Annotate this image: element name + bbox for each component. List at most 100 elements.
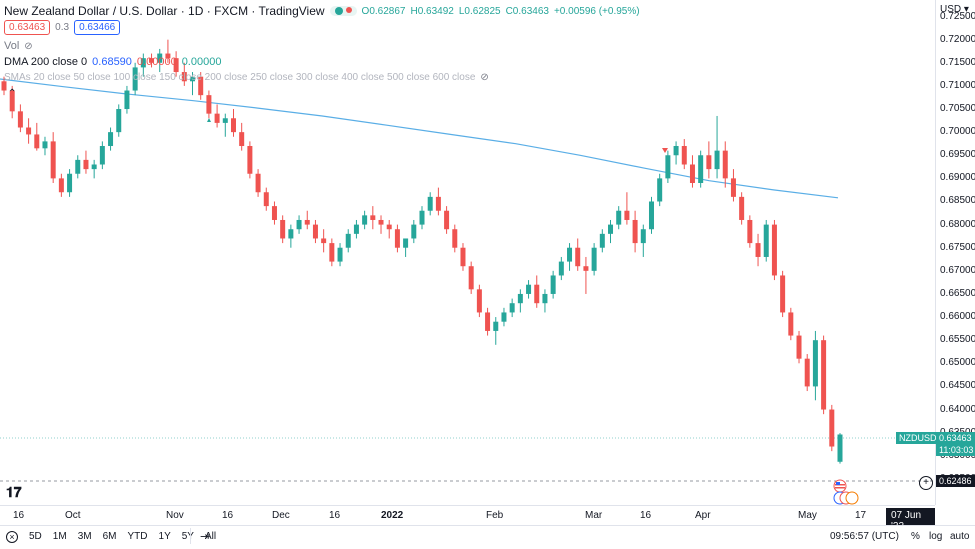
timeframe-1y-button[interactable]: 1Y [158,531,171,542]
price-tick: 0.66000 [940,311,975,323]
collapse-legend-chevron-icon[interactable]: ⌃ [8,88,17,99]
time-tick: 16 [222,510,234,521]
candle-body [780,275,786,313]
candle-body [796,335,802,359]
timeframe-6m-button[interactable]: 6M [102,531,117,542]
currency-selector[interactable]: USD ▾ [940,4,969,15]
symbol-title[interactable]: New Zealand Dollar / U.S. Dollar · 1D · … [4,4,325,18]
candle-body [460,247,466,267]
candle-body [42,141,48,149]
candle-body [435,196,441,211]
buy-button[interactable]: 0.63466 [74,20,121,35]
candle-body [501,312,507,322]
candle-body [206,95,212,114]
candle-body [362,215,368,225]
time-tick: Dec [272,510,290,521]
ohlc-close: C0.63463 [505,5,549,17]
log-toggle[interactable]: log [929,531,943,542]
chart-pane[interactable]: New Zealand Dollar / U.S. Dollar · 1D · … [0,0,935,505]
price-tick: 0.65000 [940,357,975,369]
candle-body [763,224,769,257]
candle-body [271,206,277,220]
candle-body [26,127,32,135]
candle-body [821,340,827,410]
candle-body [157,53,163,63]
candle-body [427,196,433,211]
candle-body [58,178,64,193]
candlestick-chart[interactable] [0,0,935,505]
sell-button[interactable]: 0.63463 [4,20,51,35]
time-scale[interactable]: 16 Oct Nov 16 Dec 16 2022 Feb Mar 16 Apr… [0,505,935,534]
price-tick: 0.68000 [940,218,975,230]
candles-group [1,39,843,464]
dma-value-2: 0.00000 [136,56,177,68]
candle-body [312,224,318,239]
volume-indicator-label[interactable]: Vol [4,40,20,52]
timeframe-1m-button[interactable]: 1M [52,531,67,542]
candle-body [345,233,351,248]
candle-body [116,109,122,133]
time-tick: Feb [486,510,504,521]
candle-body [640,229,646,244]
candle-body [214,113,220,123]
candle-body [124,90,130,110]
timeframe-5d-button[interactable]: 5D [29,531,42,542]
price-tick: 0.70000 [940,126,975,138]
candle-body [673,146,679,156]
candle-body [378,219,384,225]
add-plus-icon[interactable]: + [919,476,933,490]
candle-body [34,134,40,149]
event-dot [345,7,352,13]
timeframe-ytd-button[interactable]: YTD [127,531,148,542]
candle-body [304,219,310,225]
candle-body [476,289,482,313]
candle-body [411,224,417,239]
candle-body [747,219,753,244]
candle-body [419,210,425,225]
close-icon[interactable]: × [6,531,18,543]
timeframe-3m-button[interactable]: 3M [77,531,92,542]
candle-body [247,146,253,174]
dma-indicator-label[interactable]: DMA 200 close 0 [4,56,88,68]
candle-body [1,81,7,91]
price-tick: 0.68500 [940,195,975,207]
candle-body [493,321,499,331]
candle-body [280,219,286,239]
go-to-date-icon[interactable]: ⇥ [200,531,210,543]
smas-indicator-label[interactable]: SMAs 20 close 50 close 100 close 150 clo… [4,72,476,83]
utc-clock[interactable]: 09:56:57 (UTC) [830,531,899,542]
market-status-pill[interactable] [329,6,357,16]
price-tick: 0.64500 [940,380,975,392]
candle-body [99,146,105,165]
auto-scale-toggle[interactable]: auto [950,531,970,542]
eye-hidden-icon[interactable]: ⊘ [480,72,489,83]
candle-body [296,219,302,230]
spread-value: 0.3 [55,22,70,33]
time-tick: 2022 [381,510,404,521]
ohlc-open: O0.62867 [361,5,406,17]
bar-countdown: 11:03:03 [936,444,975,456]
time-tick: Mar [585,510,603,521]
candle-body [353,224,359,234]
timeframe-5y-button[interactable]: 5Y [181,531,194,542]
timeframe-all-button[interactable]: All [204,531,217,542]
candle-body [550,275,556,294]
candle-body [255,173,261,193]
price-tick: 0.70500 [940,103,975,115]
eye-hidden-icon[interactable]: ⊘ [24,40,33,52]
signal-down-marker [662,148,668,153]
price-tick: 0.67000 [940,264,975,276]
candle-body [517,293,523,304]
candle-body [386,224,392,230]
candle-body [173,58,179,73]
price-scale[interactable]: USD ▾ 0.72500 0.72000 0.71500 0.71000 0.7050… [896,0,975,505]
time-tick: 16 [329,510,341,521]
dma-value-3: 0.00000 [181,56,222,68]
percent-toggle[interactable]: % [911,531,920,542]
candle-body [190,76,196,82]
candle-body [329,243,335,262]
candle-body [108,132,114,147]
candle-body [706,155,712,170]
candle-body [730,178,736,197]
events-flags-icon[interactable] [833,491,859,505]
